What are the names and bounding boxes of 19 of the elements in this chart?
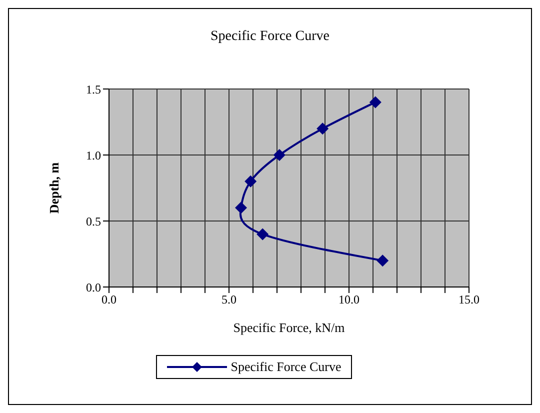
x-axis-title: Specific Force, kN/m <box>233 320 345 335</box>
point <box>256 228 269 240</box>
y-axis-title: Depth, m <box>46 162 62 214</box>
x-tick-label: 5.0 <box>222 292 236 307</box>
point <box>316 122 329 135</box>
point <box>273 149 286 161</box>
y-tick-label: 0.0 <box>86 280 101 294</box>
chart-title: Specific Force Curve <box>210 29 330 45</box>
point <box>369 96 382 108</box>
x-tick-label: 15.0 <box>458 292 480 307</box>
point <box>235 202 247 214</box>
point <box>244 175 257 188</box>
x-tick-label: 0.0 <box>102 292 116 307</box>
legend-label: Specific Force Curve <box>230 359 342 375</box>
y-tick-label: 0.5 <box>86 214 101 228</box>
x-tick-label: 10.0 <box>338 292 360 307</box>
y-tick-label: 1.5 <box>86 82 101 96</box>
point <box>376 254 389 267</box>
y-tick-label: 1.0 <box>86 148 101 162</box>
